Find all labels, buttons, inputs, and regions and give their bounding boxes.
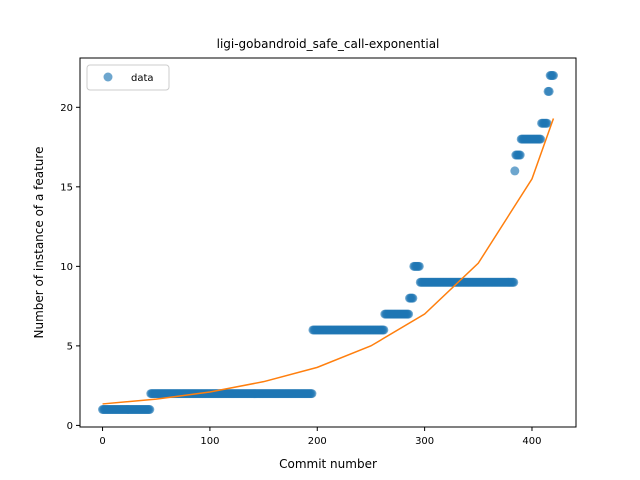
data-point — [509, 277, 519, 287]
data-point — [408, 293, 418, 303]
legend: data — [86, 64, 170, 91]
y-axis-label: Number of instance of a feature — [32, 147, 46, 339]
y-tick-label: 10 — [60, 262, 73, 273]
data-point — [544, 86, 554, 96]
legend-marker-data — [103, 72, 113, 82]
y-tick-label: 5 — [67, 341, 73, 352]
data-point — [145, 405, 155, 414]
data-point — [548, 71, 558, 80]
data-point — [307, 389, 317, 399]
chart-title: ligi-gobandroid_safe_call-exponential — [217, 37, 440, 51]
data-point — [542, 118, 552, 128]
axes-frame — [79, 57, 577, 428]
data-point — [379, 325, 389, 335]
data-point — [510, 166, 520, 176]
data-point — [414, 261, 424, 271]
y-tick-label: 0 — [67, 421, 73, 432]
legend-box — [86, 64, 170, 91]
x-axis-label: Commit number — [279, 457, 377, 471]
data-point — [515, 150, 525, 160]
axis-ticks: 0 100 200 300 400 0 5 10 15 20 — [60, 103, 541, 447]
x-tick-label: 200 — [308, 436, 327, 447]
x-tick-label: 100 — [200, 436, 219, 447]
plot-area — [98, 71, 558, 414]
y-tick-label: 15 — [60, 182, 73, 193]
y-tick-label: 20 — [60, 103, 73, 114]
fit-line — [102, 118, 555, 405]
x-tick-label: 300 — [415, 436, 434, 447]
data-point — [536, 134, 546, 144]
x-tick-label: 0 — [99, 436, 105, 447]
data-point — [404, 309, 414, 319]
x-tick-label: 400 — [522, 436, 541, 447]
legend-label-data: data — [131, 73, 154, 84]
